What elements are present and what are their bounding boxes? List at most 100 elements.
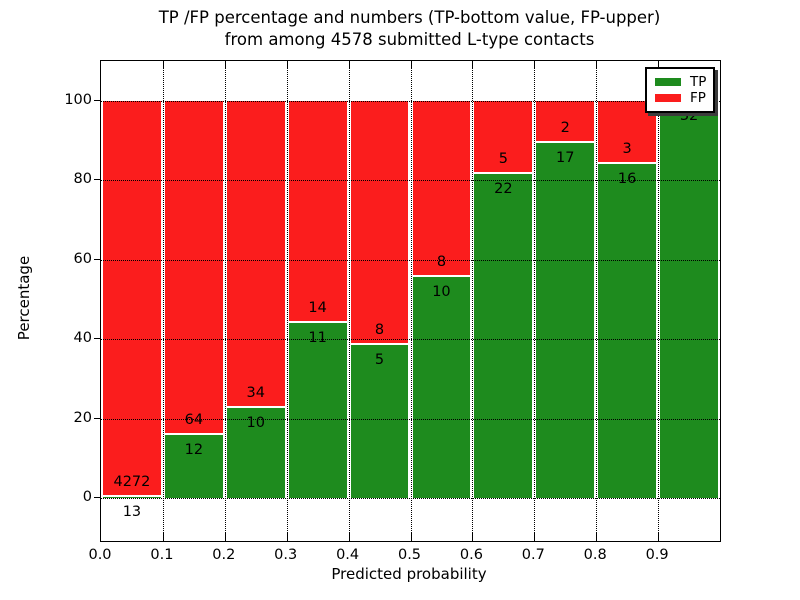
x-tick-label: 0.1 bbox=[150, 547, 174, 563]
bar-segment-fp bbox=[411, 101, 472, 278]
x-axis-label: Predicted probability bbox=[331, 565, 487, 583]
gridline-vertical bbox=[286, 61, 288, 541]
gridline-vertical bbox=[472, 61, 474, 541]
bar-segment-fp bbox=[225, 101, 286, 408]
bar-segment-tp bbox=[287, 323, 348, 498]
x-tick-mark-bottom bbox=[224, 533, 226, 541]
bar-segment-tp bbox=[597, 163, 658, 498]
bar-label-fp: 4272 bbox=[113, 473, 151, 490]
bar-segment-fp bbox=[287, 101, 348, 324]
x-tick-mark-top bbox=[534, 61, 536, 69]
gridline-vertical bbox=[348, 61, 350, 541]
bar-segment-tp bbox=[473, 174, 534, 498]
y-tick-label: 100 bbox=[64, 92, 92, 108]
fp-swatch-icon bbox=[655, 94, 681, 102]
bar-segment-fp bbox=[102, 101, 162, 497]
bar-label-tp: 22 bbox=[494, 181, 513, 198]
x-tick-mark-bottom bbox=[472, 533, 474, 541]
y-tick-label: 60 bbox=[73, 250, 92, 267]
legend-item: TP bbox=[655, 74, 713, 90]
y-tick-label: 0 bbox=[82, 489, 92, 505]
x-tick-label: 0.3 bbox=[274, 547, 298, 563]
gridline-vertical bbox=[410, 61, 412, 541]
x-tick-mark-top bbox=[224, 61, 226, 69]
gridline-vertical bbox=[534, 61, 536, 541]
x-tick-mark-top bbox=[286, 61, 288, 69]
x-tick-label: 0.7 bbox=[521, 547, 545, 563]
bar-segment-fp bbox=[597, 101, 658, 164]
bar-label-fp: 2 bbox=[560, 119, 570, 136]
gridline-vertical bbox=[596, 61, 598, 541]
bar-segment-fp bbox=[349, 101, 410, 346]
x-tick-mark-top bbox=[658, 61, 660, 69]
bar-segment-fp bbox=[535, 101, 596, 143]
x-tick-mark-top bbox=[472, 61, 474, 69]
y-axis-label: Percentage bbox=[15, 255, 33, 341]
x-tick-label: 0.6 bbox=[459, 547, 483, 563]
chart-title: TP /FP percentage and numbers (TP-bottom… bbox=[100, 7, 719, 51]
x-tick-mark-top bbox=[348, 61, 350, 69]
gridline-vertical bbox=[162, 61, 164, 541]
bar-label-fp: 14 bbox=[308, 300, 327, 317]
x-tick-mark-bottom bbox=[348, 533, 350, 541]
y-tick-label: 80 bbox=[73, 171, 92, 188]
bar-label-tp: 10 bbox=[432, 284, 451, 301]
bar-label-tp: 10 bbox=[246, 414, 265, 431]
bar-label-tp: 11 bbox=[308, 330, 327, 347]
y-tick-mark bbox=[94, 417, 100, 419]
x-tick-mark-top bbox=[596, 61, 598, 69]
bar-label-tp: 16 bbox=[617, 170, 637, 187]
bar-label-fp: 8 bbox=[436, 254, 447, 271]
chart-title-line1: TP /FP percentage and numbers (TP-bottom… bbox=[158, 8, 661, 27]
gridline-vertical bbox=[224, 61, 226, 541]
x-tick-mark-bottom bbox=[162, 533, 164, 541]
y-tick-mark bbox=[94, 258, 100, 260]
tp-swatch-icon bbox=[655, 78, 681, 86]
x-tick-label: 0.8 bbox=[583, 547, 607, 563]
x-tick-mark-bottom bbox=[410, 533, 412, 541]
bar-segment-tp bbox=[225, 407, 286, 498]
bar-label-fp: 64 bbox=[184, 412, 204, 429]
bar-label-fp: 34 bbox=[246, 384, 265, 401]
bar-label-tp: 12 bbox=[184, 442, 204, 459]
bar-segment-tp bbox=[535, 142, 596, 498]
x-tick-label: 0.5 bbox=[397, 547, 422, 563]
x-tick-label: 0.2 bbox=[212, 547, 236, 563]
legend-item: FP bbox=[655, 90, 713, 106]
x-tick-mark-bottom bbox=[658, 533, 660, 541]
legend-item-label: TP bbox=[690, 74, 707, 90]
bar-segment-tp bbox=[659, 101, 719, 498]
bar-segment-tp bbox=[163, 435, 224, 498]
y-tick-mark bbox=[94, 338, 100, 340]
bar-segment-fp bbox=[473, 101, 534, 175]
x-tick-label: 0.9 bbox=[645, 547, 669, 563]
y-tick-mark bbox=[94, 179, 100, 181]
y-tick-mark bbox=[94, 497, 100, 498]
y-tick-label: 40 bbox=[73, 330, 92, 347]
legend-item-label: FP bbox=[690, 90, 706, 106]
bar-label-fp: 3 bbox=[622, 140, 632, 157]
bar-label-tp: 17 bbox=[556, 149, 575, 166]
bar-label-tp: 5 bbox=[374, 352, 385, 369]
x-tick-mark-bottom bbox=[534, 533, 536, 541]
x-tick-mark-bottom bbox=[286, 533, 288, 541]
x-tick-mark-top bbox=[162, 61, 164, 69]
bar-label-fp: 8 bbox=[374, 322, 385, 339]
bar-label-fp: 5 bbox=[498, 151, 508, 168]
x-tick-mark-top bbox=[410, 61, 412, 69]
bar-segment-fp bbox=[163, 101, 224, 436]
legend: TP FP bbox=[645, 67, 715, 113]
x-tick-mark-bottom bbox=[596, 533, 598, 541]
x-tick-label: 0.0 bbox=[88, 547, 112, 563]
chart-title-line2: from among 4578 submitted L-type contact… bbox=[224, 30, 595, 49]
bar-segment-tp bbox=[411, 277, 472, 498]
bar-segment-tp bbox=[102, 496, 162, 498]
plot-area: 4272 13 64 12 34 10 14 11 8 5 8 10 5 22 2 17 3 16 32 bbox=[100, 60, 721, 542]
x-tick-label: 0.4 bbox=[336, 547, 360, 563]
y-tick-mark bbox=[94, 100, 100, 101]
bar-label-tp: 13 bbox=[122, 503, 142, 520]
y-tick-label: 20 bbox=[73, 409, 92, 426]
bar-segment-tp bbox=[349, 345, 410, 498]
gridline-vertical bbox=[658, 61, 660, 541]
